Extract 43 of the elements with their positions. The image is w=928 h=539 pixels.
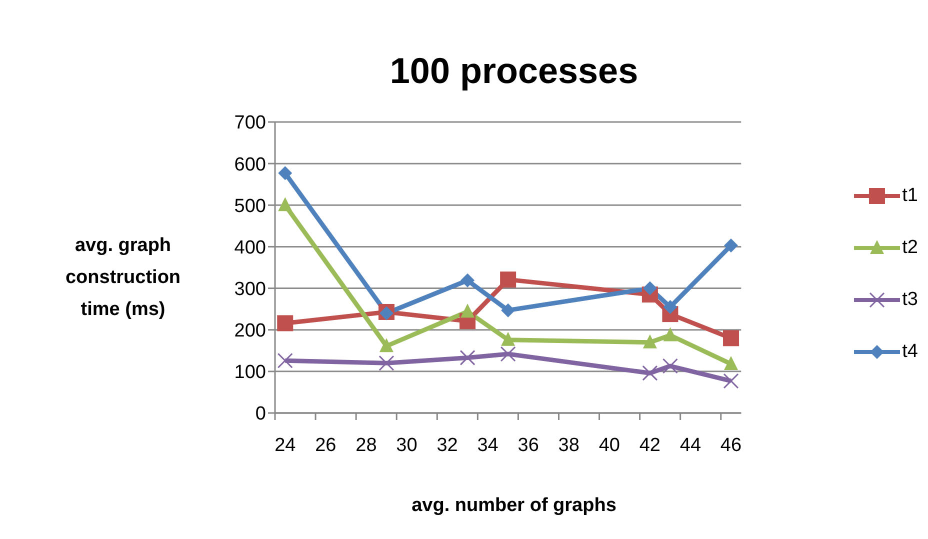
point xyxy=(724,238,738,252)
y-tick-label: 300 xyxy=(234,279,266,300)
point xyxy=(642,334,657,348)
x-tick-label: 28 xyxy=(356,435,377,456)
x-tick-label: 32 xyxy=(436,435,458,456)
x-tick-label: 34 xyxy=(477,435,499,456)
point xyxy=(277,315,294,332)
y-axis-title: avg. graph construction time (ms) xyxy=(64,234,182,322)
point xyxy=(278,197,292,212)
y-tick-label: 500 xyxy=(234,196,266,217)
point xyxy=(379,338,394,352)
point xyxy=(642,281,657,296)
x-tick-label: 26 xyxy=(315,435,336,456)
point xyxy=(723,330,740,346)
x-tick-label: 36 xyxy=(518,435,539,456)
legend-label: t1 xyxy=(902,184,918,206)
y-tick-label: 400 xyxy=(234,237,266,258)
x-tick-label: 40 xyxy=(598,435,620,456)
y-tick-label: 200 xyxy=(234,320,266,342)
point xyxy=(663,300,678,314)
y-tick-label: 100 xyxy=(234,362,266,384)
x-tick-label: 30 xyxy=(396,435,418,456)
point xyxy=(278,166,292,180)
y-tick-label: 0 xyxy=(255,404,266,425)
x-tick-label: 46 xyxy=(720,435,742,456)
y-tick-label: 700 xyxy=(234,112,266,134)
point xyxy=(663,327,678,342)
point xyxy=(724,356,738,370)
point xyxy=(500,272,516,288)
legend-label: t2 xyxy=(902,236,918,258)
x-tick-label: 38 xyxy=(558,435,580,456)
y-tick-label: 600 xyxy=(234,154,266,176)
legend-label: t3 xyxy=(902,288,918,310)
point xyxy=(501,303,516,318)
x-tick-label: 24 xyxy=(274,435,296,456)
chart-title: 100 processes xyxy=(388,50,640,92)
point xyxy=(501,332,516,346)
x-tick-label: 44 xyxy=(680,435,702,456)
point xyxy=(460,273,475,288)
legend-label: t4 xyxy=(902,340,918,362)
point xyxy=(460,304,475,318)
x-axis-title: avg. number of graphs xyxy=(410,495,618,517)
x-tick-label: 42 xyxy=(639,435,661,456)
